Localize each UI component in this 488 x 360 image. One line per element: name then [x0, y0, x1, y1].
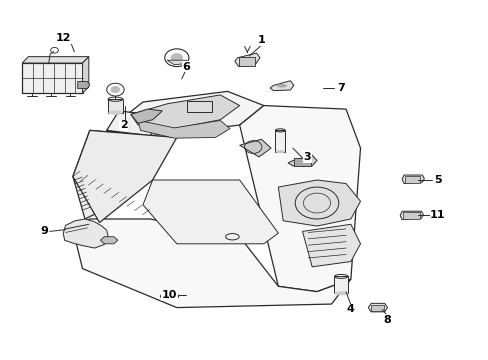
FancyBboxPatch shape — [187, 101, 212, 112]
Text: 8: 8 — [383, 315, 390, 325]
Ellipse shape — [108, 111, 122, 115]
Circle shape — [170, 53, 183, 62]
Ellipse shape — [275, 150, 285, 153]
Polygon shape — [131, 109, 162, 123]
Text: 5: 5 — [433, 175, 441, 185]
Polygon shape — [302, 224, 360, 267]
Polygon shape — [82, 57, 89, 93]
Polygon shape — [287, 155, 316, 166]
Text: 12: 12 — [55, 33, 71, 43]
Polygon shape — [63, 219, 108, 248]
Text: 6: 6 — [182, 62, 190, 72]
Polygon shape — [367, 303, 387, 312]
FancyBboxPatch shape — [162, 293, 175, 300]
Polygon shape — [142, 180, 278, 244]
Text: 4: 4 — [346, 304, 354, 314]
Polygon shape — [106, 111, 162, 136]
FancyBboxPatch shape — [370, 305, 383, 311]
Text: 3: 3 — [303, 152, 310, 162]
Polygon shape — [269, 81, 293, 91]
Polygon shape — [131, 95, 239, 129]
Text: 1: 1 — [257, 35, 265, 45]
Polygon shape — [334, 276, 347, 293]
FancyBboxPatch shape — [294, 158, 310, 166]
Ellipse shape — [276, 84, 286, 87]
Circle shape — [110, 86, 120, 93]
FancyBboxPatch shape — [402, 212, 419, 219]
Polygon shape — [22, 63, 82, 93]
Polygon shape — [239, 105, 360, 292]
Text: 10: 10 — [162, 290, 177, 300]
FancyBboxPatch shape — [404, 176, 419, 183]
Text: 11: 11 — [429, 211, 445, 220]
Text: 7: 7 — [337, 83, 345, 93]
Polygon shape — [278, 180, 360, 226]
Polygon shape — [106, 91, 264, 136]
Polygon shape — [22, 57, 89, 63]
Polygon shape — [160, 293, 179, 300]
Polygon shape — [78, 81, 90, 89]
Polygon shape — [73, 130, 177, 222]
FancyBboxPatch shape — [238, 57, 255, 66]
Polygon shape — [167, 60, 188, 65]
Polygon shape — [73, 130, 150, 219]
Polygon shape — [401, 175, 424, 184]
Ellipse shape — [334, 292, 347, 295]
Polygon shape — [108, 99, 122, 113]
Text: 9: 9 — [40, 226, 48, 237]
Text: 2: 2 — [120, 120, 127, 130]
Polygon shape — [100, 237, 118, 244]
Polygon shape — [399, 211, 423, 220]
Polygon shape — [138, 121, 229, 138]
Polygon shape — [73, 219, 350, 307]
Polygon shape — [234, 53, 260, 67]
Polygon shape — [239, 139, 270, 157]
Polygon shape — [275, 130, 285, 152]
